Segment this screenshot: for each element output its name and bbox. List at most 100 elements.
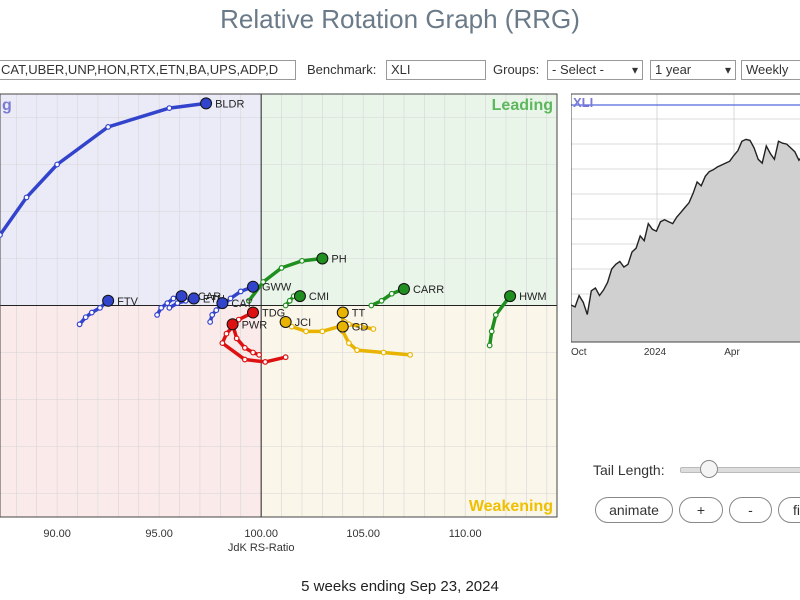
rrg-tail-point xyxy=(54,161,61,168)
zoom-out-button[interactable]: - xyxy=(729,497,772,523)
rrg-head-point xyxy=(246,306,259,319)
rrg-tail-point xyxy=(166,304,173,311)
zoom-in-button[interactable]: + xyxy=(679,497,723,523)
rrg-tail-point xyxy=(213,307,220,314)
rrg-tail-point xyxy=(207,319,214,325)
rrg-symbol-label: TT xyxy=(352,308,366,320)
animate-button[interactable]: animate xyxy=(595,497,673,523)
frequency-select[interactable]: Weekly xyxy=(741,60,800,80)
rrg-symbol-label: PH xyxy=(331,254,346,266)
rrg-tail-point xyxy=(174,300,181,307)
rrg-tail-line xyxy=(369,287,406,308)
rrg-tail-point xyxy=(237,288,244,295)
period-select[interactable]: 1 year xyxy=(650,60,736,80)
symbols-input[interactable]: CAT,UBER,UNP,HON,RTX,ETN,BA,UPS,ADP,D xyxy=(0,60,296,80)
rrg-tail-point xyxy=(299,257,305,264)
rrg-symbol-label: CAT xyxy=(231,298,252,310)
rrg-head-point xyxy=(200,97,213,110)
rrg-head-point xyxy=(175,290,188,303)
rrg-symbol-label: TDG xyxy=(262,308,285,320)
leading-quadrant xyxy=(261,94,557,306)
rrg-head-point xyxy=(504,290,517,303)
tail-length-label: Tail Length: xyxy=(593,462,665,478)
page-title: Relative Rotation Graph (RRG) xyxy=(220,4,580,34)
rrg-tail-point xyxy=(219,340,226,347)
fit-button[interactable]: fi xyxy=(778,497,800,523)
rrg-tail-point xyxy=(278,264,285,271)
rrg-tail-point xyxy=(282,354,289,361)
rrg-head-point xyxy=(279,315,292,328)
rrg-tail-point xyxy=(345,340,352,347)
rrg-tail-point xyxy=(23,194,30,201)
rrg-tail-point xyxy=(154,311,161,318)
rrg-tail-point xyxy=(105,124,112,130)
rrg-head-point xyxy=(216,297,229,310)
rrg-head-point xyxy=(102,294,115,307)
rrg-symbol-label: PWR xyxy=(242,319,268,331)
rrg-tail-line xyxy=(487,294,512,348)
rrg-x-tick-label: 90.00 xyxy=(43,528,71,540)
rrg-tail-point xyxy=(354,347,360,354)
rrg-tail-point xyxy=(407,351,413,358)
rrg-tail-point xyxy=(488,328,495,335)
groups-label: Groups: xyxy=(493,62,540,77)
rrg-tail-point xyxy=(486,342,493,349)
weakening-quadrant xyxy=(261,305,557,517)
rrg-tail-point xyxy=(388,290,395,297)
rrg-tail-point xyxy=(76,321,83,328)
mini-chart-area xyxy=(571,139,800,342)
lagging-quadrant xyxy=(0,305,262,517)
mini-chart-line xyxy=(571,138,800,315)
tail-length-slider-handle[interactable] xyxy=(700,460,718,478)
rrg-plot-frame xyxy=(0,93,558,518)
rrg-tail-line xyxy=(0,101,208,237)
rrg-tail-point xyxy=(235,316,242,323)
improving-quadrant-label: g xyxy=(2,97,12,114)
rrg-x-tick-label: 110.00 xyxy=(449,528,482,540)
benchmark-label: Benchmark: xyxy=(307,62,377,77)
rrg-head-point xyxy=(336,320,349,333)
rrg-tail-point xyxy=(166,105,173,112)
mini-chart-x-tick-label: Apr xyxy=(724,347,740,358)
rrg-head-point xyxy=(187,292,200,305)
rrg-tail-point xyxy=(368,302,375,309)
rrg-head-point xyxy=(293,290,306,303)
rrg-tail-point xyxy=(246,297,252,304)
rrg-x-axis-label: JdK RS-Ratio xyxy=(228,542,295,554)
rrg-tail-point xyxy=(288,323,295,330)
rrg-tail-point xyxy=(158,304,165,311)
rrg-tail-point xyxy=(227,295,234,302)
rrg-head-point xyxy=(226,318,239,331)
rrg-symbol-label: FTV xyxy=(117,296,138,308)
rrg-symbol-label: GWW xyxy=(262,282,292,294)
rrg-tail-point xyxy=(380,349,387,356)
period-caption: 5 weeks ending Sep 23, 2024 xyxy=(301,578,499,595)
rrg-head-point xyxy=(397,283,410,296)
tail-length-slider[interactable] xyxy=(680,467,800,473)
period-select-value: 1 year xyxy=(655,62,692,77)
mini-chart-x-tick-label: Oct xyxy=(571,347,587,358)
mini-chart-x-axis: Oct 2024 Apr xyxy=(571,347,740,358)
rrg-tail-point xyxy=(260,279,267,285)
rrg-symbol-label: BLDR xyxy=(215,98,244,110)
benchmark-mini-chart: XLI Oct 2024 Apr xyxy=(571,93,800,358)
rrg-tail-point xyxy=(492,311,499,318)
rrg-tail-point xyxy=(97,304,103,311)
frequency-select-value: Weekly xyxy=(746,62,789,77)
rrg-tail-point xyxy=(241,344,248,351)
rrg-tail-point xyxy=(223,330,230,337)
rrg-tail-point xyxy=(282,302,289,309)
groups-select-value: - Select - xyxy=(552,62,605,77)
rrg-tail-point xyxy=(256,351,263,358)
rrg-quadrants xyxy=(0,94,557,517)
rrg-head-point xyxy=(336,306,349,319)
improving-quadrant xyxy=(0,94,262,306)
rrg-x-axis: 90.00 95.00 100.00 105.00 110.00 xyxy=(43,528,481,540)
benchmark-input[interactable]: XLI xyxy=(386,60,486,80)
groups-select[interactable]: - Select - xyxy=(547,60,643,80)
rrg-tail-point xyxy=(378,297,385,304)
rrg-x-tick-label: 105.00 xyxy=(346,528,380,540)
mini-chart-frame xyxy=(571,93,800,343)
rrg-tail-point xyxy=(233,335,240,342)
